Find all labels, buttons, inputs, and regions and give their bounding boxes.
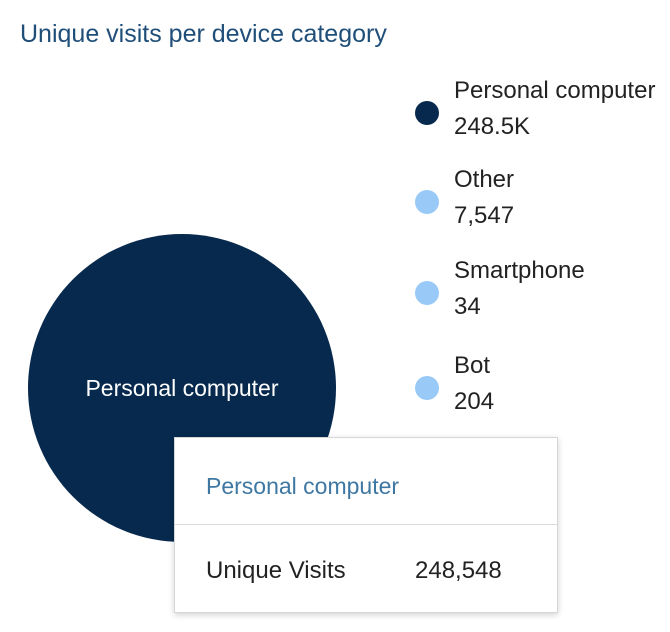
legend-label-smartphone: Smartphone — [454, 257, 585, 284]
legend-dot-smartphone — [415, 281, 439, 305]
bubble-label-personal-computer: Personal computer — [85, 375, 278, 401]
legend-value-bot: 204 — [454, 388, 495, 415]
legend-dot-other — [415, 190, 439, 214]
legend-item-other[interactable]: Other 7,547 — [411, 166, 661, 236]
legend-item-bot[interactable]: Bot 204 — [411, 352, 661, 422]
tooltip-metric-value: 248,548 — [415, 557, 502, 584]
legend-item-smartphone[interactable]: Smartphone 34 — [411, 257, 661, 327]
chart-title: Unique visits per device category — [20, 20, 387, 48]
legend-label-other: Other — [454, 166, 515, 193]
tooltip-divider — [175, 524, 557, 525]
tooltip-title: Personal computer — [206, 473, 400, 499]
tooltip: Personal computer Unique Visits 248,548 — [174, 437, 558, 613]
legend-value-smartphone: 34 — [454, 293, 481, 320]
legend-item-personal-computer[interactable]: Personal computer 248.5K — [411, 77, 661, 147]
legend-value-other: 7,547 — [454, 202, 515, 229]
legend-label-personal-computer: Personal computer — [454, 77, 656, 104]
legend-dot-personal-computer — [415, 101, 439, 125]
tooltip-metric-label: Unique Visits — [206, 557, 346, 584]
legend-label-bot: Bot — [454, 352, 491, 379]
legend-dot-bot — [415, 376, 439, 400]
legend-value-personal-computer: 248.5K — [454, 113, 531, 140]
